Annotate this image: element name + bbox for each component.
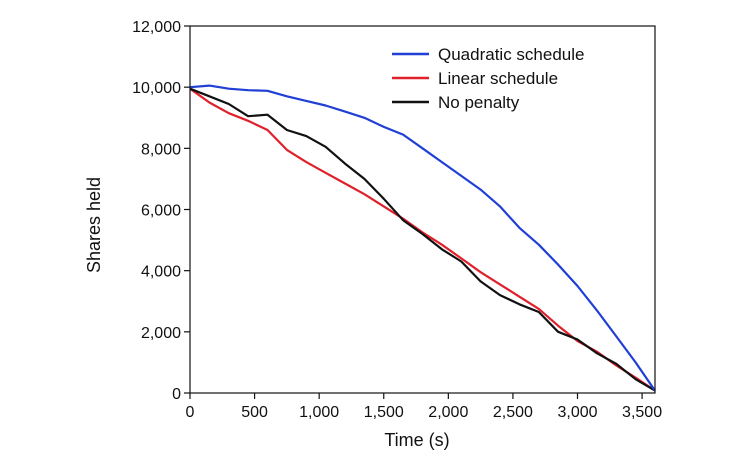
- x-tick-label: 500: [241, 404, 268, 421]
- x-axis-label: Time (s): [384, 430, 449, 450]
- x-tick-label: 1,000: [299, 404, 339, 421]
- x-tick-label: 0: [186, 404, 195, 421]
- y-tick-label: 0: [172, 386, 181, 403]
- y-axis-ticks: 0 2,000 4,000 6,000 8,000 10,000 12,000: [132, 19, 190, 403]
- legend-label-quadratic-schedule: Quadratic schedule: [438, 45, 584, 64]
- y-axis-label: Shares held: [84, 177, 104, 273]
- x-tick-label: 3,000: [557, 404, 597, 421]
- y-tick-label: 8,000: [141, 141, 181, 158]
- x-tick-label: 3,500: [622, 404, 662, 421]
- series-line-no-penalty: [189, 87, 656, 392]
- series-line-linear-schedule: [189, 87, 656, 392]
- x-axis-ticks: 0 500 1,000 1,500 2,000 2,500 3,000 3,500: [186, 393, 662, 421]
- x-tick-label: 2,000: [428, 404, 468, 421]
- series-line-quadratic-schedule: [189, 84, 656, 392]
- y-tick-label: 2,000: [141, 325, 181, 342]
- series-lines: [189, 84, 656, 392]
- y-tick-label: 4,000: [141, 264, 181, 281]
- plot-frame: [189, 25, 656, 394]
- legend-label-no-penalty: No penalty: [438, 93, 520, 112]
- legend-label-linear-schedule: Linear schedule: [438, 69, 558, 88]
- y-tick-label: 12,000: [132, 19, 181, 36]
- y-tick-label: 10,000: [132, 80, 181, 97]
- x-tick-label: 1,500: [364, 404, 404, 421]
- y-tick-label: 6,000: [141, 203, 181, 220]
- x-tick-label: 2,500: [493, 404, 533, 421]
- legend: Quadratic schedule Linear schedule No pena…: [392, 45, 584, 112]
